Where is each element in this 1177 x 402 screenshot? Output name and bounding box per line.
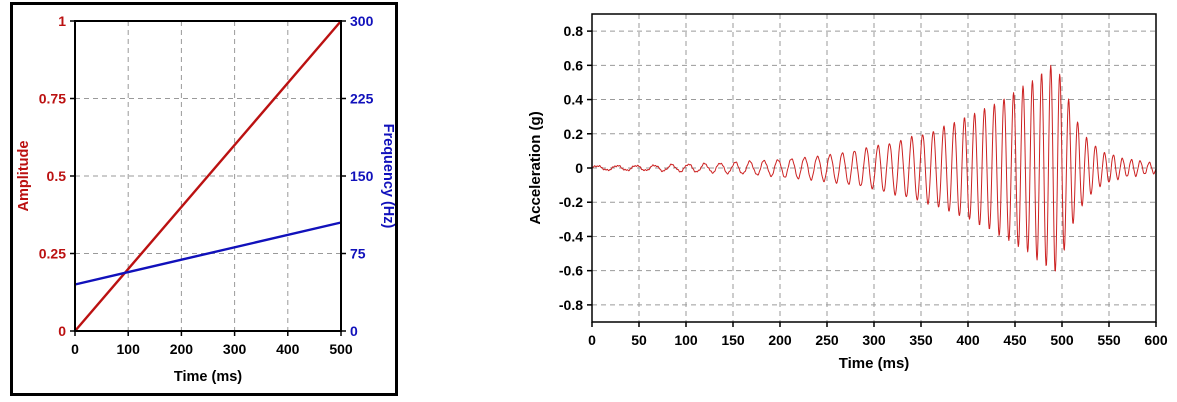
left-y-tick-label: 0.75 — [39, 91, 66, 107]
x-axis-title: Time (ms) — [174, 369, 242, 385]
x-tick-label: 200 — [768, 332, 792, 348]
right-y-tick-label: 0 — [350, 323, 358, 339]
left-y-tick-label: 0.4 — [564, 92, 584, 108]
left-y-tick-label: 0.25 — [39, 246, 66, 262]
left-y-tick-label: 0.5 — [47, 168, 67, 184]
right-y-tick-label: 150 — [350, 168, 374, 184]
x-axis-title: Time (ms) — [839, 355, 910, 372]
acceleration-chart: 0 50 100 150 200 250 300 350 400 450 500 550 600 Time… — [527, 13, 1168, 372]
right-y-axis-title: Frequency (Hz) — [380, 124, 395, 229]
left-y-tick-label: -0.6 — [559, 263, 583, 279]
x-tick-label: 400 — [276, 341, 300, 357]
amplitude-line — [74, 20, 342, 332]
left-y-tick-label: 0.2 — [564, 126, 584, 142]
left-y-tick-label: -0.4 — [559, 228, 583, 244]
x-tick-label: 0 — [588, 332, 596, 348]
right-y-tick-label: 300 — [350, 13, 374, 29]
x-tick-label: 350 — [909, 332, 933, 348]
x-tick-label: 100 — [117, 341, 141, 357]
acceleration-figure: 0 50 100 150 200 250 300 350 400 450 500 550 600 Time… — [522, 0, 1172, 402]
left-y-tick-label: 1 — [58, 13, 66, 29]
x-tick-label: 150 — [721, 332, 745, 348]
left-y-tick-label: -0.2 — [559, 194, 583, 210]
x-tick-label: 300 — [223, 341, 247, 357]
x-tick-label: 600 — [1144, 332, 1168, 348]
left-y-tick-label: 0 — [58, 323, 66, 339]
acceleration-line — [591, 64, 1157, 272]
x-tick-label: 50 — [631, 332, 647, 348]
x-tick-label: 200 — [170, 341, 194, 357]
x-tick-label: 500 — [329, 341, 353, 357]
right-y-tick-label: 225 — [350, 91, 374, 107]
x-tick-label: 450 — [1003, 332, 1027, 348]
left-y-axis-title: Amplitude — [16, 141, 32, 212]
x-tick-label: 400 — [956, 332, 980, 348]
sweep-parameters-chart: 0 100 200 300 400 500 Time (ms) 0 0.25 0.5 0.75 1 Am… — [16, 13, 395, 385]
left-y-axis-title: Acceleration (g) — [527, 111, 544, 224]
x-tick-label: 250 — [815, 332, 839, 348]
left-y-tick-label: -0.8 — [559, 297, 583, 313]
sweep-parameters-figure: 0 100 200 300 400 500 Time (ms) 0 0.25 0.5 0.75 1 Am… — [10, 2, 398, 396]
x-tick-label: 500 — [1050, 332, 1074, 348]
x-tick-label: 100 — [674, 332, 698, 348]
right-y-tick-label: 75 — [350, 246, 366, 262]
x-tick-label: 300 — [862, 332, 886, 348]
left-y-tick-label: 0 — [575, 160, 583, 176]
left-y-tick-label: 0.8 — [564, 23, 584, 39]
left-y-tick-label: 0.6 — [564, 57, 584, 73]
x-tick-label: 0 — [71, 341, 79, 357]
frequency-line — [74, 221, 342, 286]
x-tick-label: 550 — [1097, 332, 1121, 348]
